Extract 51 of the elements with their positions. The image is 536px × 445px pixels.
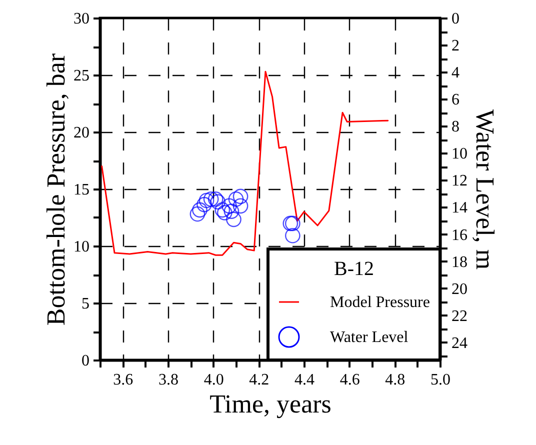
x-tick-label: 3.6 bbox=[113, 372, 134, 388]
point bbox=[208, 191, 224, 207]
y2-tick-label: 16 bbox=[452, 226, 468, 244]
y2-tick-label: 14 bbox=[452, 200, 468, 217]
point bbox=[214, 202, 230, 218]
y-tick-label: 10 bbox=[74, 238, 90, 256]
y2-tick-label: 4 bbox=[452, 64, 460, 82]
x-axis-title: Time, years bbox=[210, 390, 332, 418]
y2-tick-label: 12 bbox=[452, 172, 468, 190]
point bbox=[228, 191, 244, 207]
x-tick-label: 4.0 bbox=[204, 372, 224, 388]
x-tick-label: 5.0 bbox=[430, 372, 450, 388]
point bbox=[210, 194, 226, 210]
point bbox=[216, 205, 232, 220]
y-tick-label: 0 bbox=[82, 352, 90, 370]
legend-label: Water Level bbox=[330, 329, 409, 346]
x-tick-label: 4.8 bbox=[385, 372, 406, 388]
y2-tick-label: 10 bbox=[452, 146, 468, 163]
point bbox=[224, 204, 240, 219]
x-tick-label: 3.8 bbox=[158, 372, 178, 388]
y-tick-label: 25 bbox=[74, 68, 90, 84]
x-tick-label: 4.6 bbox=[340, 372, 360, 388]
y2-tick-label: 24 bbox=[452, 334, 468, 352]
point bbox=[203, 191, 219, 207]
y2-tick-label: 8 bbox=[452, 118, 460, 136]
y-tick-label: 15 bbox=[74, 182, 90, 198]
point bbox=[284, 228, 300, 244]
y2-tick-label: 2 bbox=[452, 38, 460, 55]
point bbox=[232, 198, 248, 214]
point bbox=[198, 192, 214, 208]
y2-tick-label: 18 bbox=[452, 254, 468, 271]
y-tick-label: 20 bbox=[74, 124, 90, 142]
point bbox=[226, 212, 242, 228]
legend-title: B-12 bbox=[334, 258, 374, 280]
y2-tick-label: 20 bbox=[452, 280, 468, 298]
y-tick-label: 5 bbox=[82, 296, 90, 312]
point bbox=[232, 188, 248, 204]
y2-tick-label: 0 bbox=[452, 10, 460, 28]
point bbox=[190, 206, 206, 222]
y-tick-label: 30 bbox=[74, 10, 90, 28]
line-series bbox=[101, 70, 389, 256]
point bbox=[192, 202, 208, 218]
legend-label: Model Pressure bbox=[330, 294, 430, 311]
point bbox=[196, 196, 212, 212]
x-tick-label: 4.4 bbox=[294, 372, 314, 388]
x-tick-label: 4.2 bbox=[249, 372, 270, 388]
y2-tick-label: 22 bbox=[452, 308, 468, 325]
y-axis-title: Bottom-hole Pressure, bar bbox=[42, 53, 70, 326]
point bbox=[222, 198, 237, 214]
y2-tick-label: 6 bbox=[452, 92, 460, 109]
y2-axis-title: Water Level, m bbox=[470, 109, 500, 270]
